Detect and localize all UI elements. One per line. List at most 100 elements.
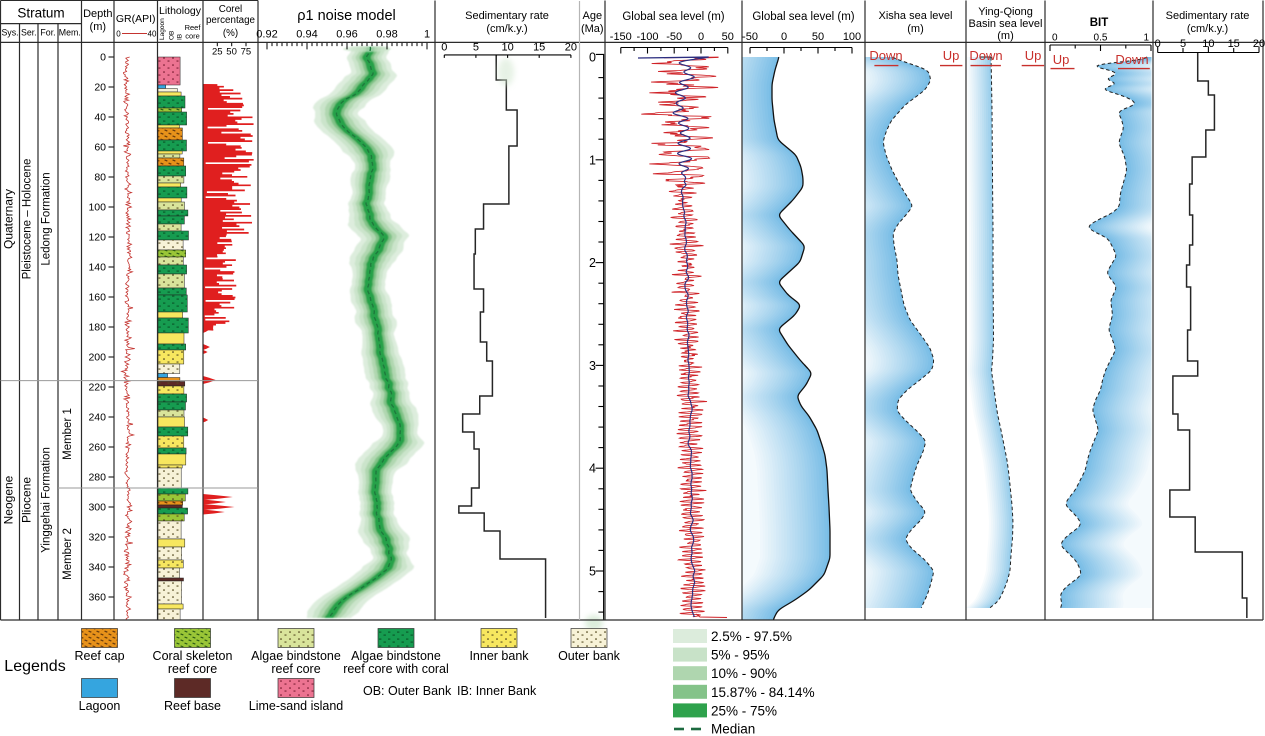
svg-text:80: 80 [94,172,106,184]
svg-text:0: 0 [1052,33,1058,44]
svg-text:0: 0 [698,31,704,43]
svg-text:260: 260 [88,442,106,454]
svg-text:0: 0 [116,30,121,39]
svg-text:OB: Outer Bank: OB: Outer Bank [363,684,452,698]
svg-text:180: 180 [88,322,106,334]
svg-text:280: 280 [88,472,106,484]
svg-text:Coral skeleton: Coral skeleton [153,649,233,663]
svg-text:300: 300 [88,502,106,514]
svg-text:2.5% - 97.5%: 2.5% - 97.5% [711,629,792,644]
svg-text:340: 340 [88,562,106,574]
svg-text:Lime-sand island: Lime-sand island [249,699,344,713]
svg-text:50: 50 [226,47,237,58]
svg-text:Global sea level (m): Global sea level (m) [752,11,854,23]
svg-text:Sedimentary rate: Sedimentary rate [1166,10,1250,22]
svg-text:0: 0 [100,52,106,64]
svg-text:Inner bank: Inner bank [469,649,529,663]
svg-text:360: 360 [88,592,106,604]
svg-text:Reef base: Reef base [164,699,221,713]
svg-text:reef core: reef core [271,662,320,676]
svg-text:100: 100 [843,31,861,43]
svg-text:3: 3 [589,359,596,373]
svg-text:Member 2: Member 2 [62,528,74,580]
svg-text:Corel: Corel [219,4,242,15]
svg-text:Mem.: Mem. [59,28,81,38]
svg-text:Reef: Reef [185,23,202,32]
svg-text:(m): (m) [90,21,107,33]
svg-text:core: core [185,32,200,41]
svg-text:Algae bindstone: Algae bindstone [251,649,341,663]
svg-text:(cm/k.y.): (cm/k.y.) [1187,23,1228,35]
svg-text:Neogene: Neogene [2,475,16,524]
svg-text:1: 1 [424,29,430,41]
svg-text:Lagoon: Lagoon [159,18,166,40]
svg-text:Up: Up [943,48,960,63]
svg-text:200: 200 [88,352,106,364]
svg-text:Yinggehai Formation: Yinggehai Formation [41,447,53,553]
svg-text:20: 20 [565,42,577,54]
svg-text:reef core: reef core [168,662,217,676]
svg-text:-50: -50 [666,31,682,43]
svg-text:OB: OB [169,31,176,40]
svg-text:Sys.: Sys. [1,28,18,38]
svg-text:Outer bank: Outer bank [558,649,621,663]
svg-text:Quaternary: Quaternary [2,189,16,249]
svg-text:0.94: 0.94 [296,29,317,41]
svg-text:Reef cap: Reef cap [74,649,124,663]
svg-text:Sedimentary rate: Sedimentary rate [465,10,549,22]
svg-text:Pleistocene – Holocene: Pleistocene – Holocene [22,159,34,280]
svg-text:0: 0 [441,42,447,54]
svg-text:Lithology: Lithology [159,5,202,17]
svg-text:140: 140 [88,262,106,274]
svg-text:Depth: Depth [83,8,112,20]
svg-text:60: 60 [94,142,106,154]
svg-text:0: 0 [1155,38,1161,50]
svg-text:For.: For. [40,28,55,38]
svg-text:40: 40 [94,112,106,124]
svg-text:0.96: 0.96 [336,29,357,41]
svg-text:5% - 95%: 5% - 95% [711,648,770,663]
svg-text:reef core with coral: reef core with coral [343,662,449,676]
svg-text:Down: Down [1115,52,1148,67]
svg-text:Lagoon: Lagoon [79,699,121,713]
svg-text:Up: Up [1053,52,1070,67]
svg-text:10: 10 [1202,38,1214,50]
svg-text:BIT: BIT [1090,17,1109,29]
svg-text:Basin sea level: Basin sea level [969,18,1043,30]
svg-text:Global sea level (m): Global sea level (m) [622,11,724,23]
svg-text:GR(API): GR(API) [116,13,156,25]
svg-text:Member 1: Member 1 [62,408,74,460]
svg-text:ρ1 noise model: ρ1 noise model [297,8,396,24]
svg-text:1: 1 [589,153,596,167]
svg-text:25% - 75%: 25% - 75% [711,703,777,718]
svg-text:Down: Down [869,48,902,63]
svg-text:240: 240 [88,412,106,424]
svg-text:Ledong Formation: Ledong Formation [41,172,53,265]
svg-text:15.87% - 84.14%: 15.87% - 84.14% [711,685,815,700]
svg-text:15: 15 [1228,38,1240,50]
svg-text:0.98: 0.98 [376,29,397,41]
svg-text:IB: IB [177,34,184,40]
svg-text:Up: Up [1025,48,1042,63]
svg-text:50: 50 [722,31,734,43]
svg-text:Algae bindstone: Algae bindstone [351,649,441,663]
svg-text:-100: -100 [636,31,658,43]
svg-text:Down: Down [969,48,1002,63]
svg-text:5: 5 [1180,38,1186,50]
svg-text:5: 5 [589,565,596,579]
svg-text:40: 40 [148,30,157,39]
svg-text:(%): (%) [223,28,238,39]
svg-text:160: 160 [88,292,106,304]
svg-text:120: 120 [88,232,106,244]
svg-text:75: 75 [241,47,252,58]
svg-text:2: 2 [589,256,596,270]
svg-text:Xisha sea level: Xisha sea level [879,10,953,22]
svg-text:-150: -150 [610,31,632,43]
svg-text:0: 0 [589,51,596,65]
svg-text:4: 4 [589,462,596,476]
svg-text:220: 220 [88,382,106,394]
svg-text:(Ma): (Ma) [581,23,604,35]
svg-text:50: 50 [812,31,824,43]
svg-text:Pliocene: Pliocene [20,477,34,523]
svg-text:0.92: 0.92 [256,29,277,41]
